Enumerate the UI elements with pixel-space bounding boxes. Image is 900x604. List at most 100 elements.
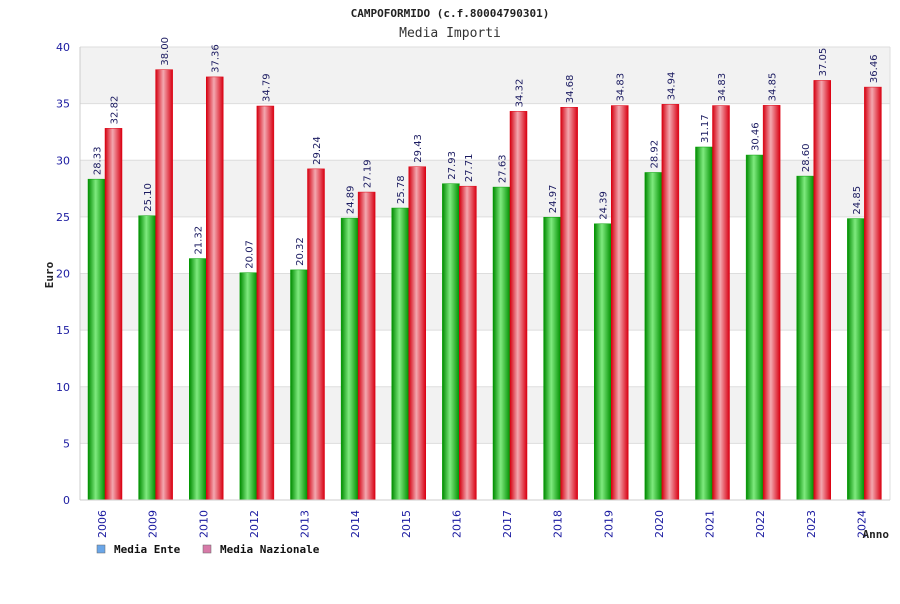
y-tick-label: 10	[56, 381, 70, 394]
data-label: 32.82	[110, 96, 121, 125]
bar-media-ente	[189, 258, 207, 501]
data-label: 34.68	[565, 75, 576, 104]
x-tick-label: 2009	[147, 510, 160, 538]
bar-media-ente	[290, 269, 308, 501]
data-label: 24.97	[548, 185, 559, 214]
bar-media-ente	[543, 216, 561, 501]
data-label: 38.00	[160, 37, 171, 66]
bar-media-nazionale	[357, 191, 376, 501]
data-label: 31.17	[700, 114, 711, 143]
x-tick-label: 2022	[754, 510, 767, 538]
data-label: 30.46	[751, 122, 762, 151]
x-tick-label: 2017	[501, 510, 514, 538]
data-label: 27.93	[447, 151, 458, 180]
data-label: 28.60	[801, 143, 812, 172]
bar-media-ente	[239, 272, 258, 501]
bar-media-nazionale	[661, 104, 680, 501]
bar-media-ente	[644, 172, 663, 501]
bar-media-nazionale	[307, 168, 325, 501]
bar-media-nazionale	[256, 105, 275, 501]
data-label: 29.24	[312, 136, 323, 165]
data-label: 25.10	[143, 183, 154, 212]
data-label: 36.46	[869, 54, 880, 83]
x-tick-label: 2015	[400, 510, 413, 538]
y-tick-label: 15	[56, 324, 70, 337]
bar-media-nazionale	[104, 128, 123, 501]
x-tick-label: 2019	[602, 510, 615, 538]
chart-subtitle: Media Importi	[399, 26, 501, 41]
data-label: 20.32	[295, 237, 306, 266]
data-label: 34.32	[515, 79, 526, 108]
bar-media-nazionale	[459, 185, 477, 501]
x-axis-label: Anno	[863, 528, 890, 541]
data-label: 34.79	[261, 73, 272, 102]
y-tick-label: 25	[56, 211, 70, 224]
data-label: 37.05	[818, 48, 829, 77]
legend-label-media-ente: Media Ente	[114, 543, 181, 556]
y-tick-label: 40	[56, 41, 70, 54]
bar-media-nazionale	[712, 105, 730, 501]
x-tick-label: 2006	[96, 510, 109, 538]
x-tick-label: 2013	[299, 510, 312, 538]
bar-media-ente	[745, 154, 764, 501]
y-tick-label: 5	[63, 437, 70, 450]
bar-media-nazionale	[813, 80, 831, 501]
x-tick-label: 2012	[248, 510, 261, 538]
data-label: 27.71	[464, 154, 475, 183]
chart-title: CAMPOFORMIDO (c.f.80004790301)	[351, 7, 550, 20]
legend-swatch-media-ente	[96, 544, 106, 554]
data-label: 29.43	[413, 134, 424, 163]
data-label: 24.89	[346, 185, 357, 214]
data-label: 24.39	[599, 191, 610, 220]
data-label: 34.83	[717, 73, 728, 102]
data-label: 37.36	[211, 44, 222, 73]
bar-media-nazionale	[408, 166, 426, 501]
bar-media-ente	[138, 215, 156, 501]
x-tick-label: 2024	[855, 510, 868, 538]
x-tick-label: 2018	[552, 510, 565, 538]
bar-media-nazionale	[611, 105, 629, 501]
y-tick-label: 0	[63, 494, 70, 507]
data-labels: 28.33 25.10 21.32 20.07 20.32 24.89 25.78 27.93…	[93, 37, 880, 269]
bar-media-nazionale	[560, 106, 578, 501]
bar-media-ente	[340, 217, 359, 501]
x-tick-label: 2016	[450, 510, 463, 538]
y-axis-label: Euro	[43, 261, 56, 288]
bar-media-nazionale	[762, 105, 781, 501]
x-axis-ticks: 2006 2009 2010 2012 2013 2014 2015 2016 2017 2018…	[96, 510, 868, 538]
y-axis-ticks: 0 5 10 15 20 25 30 35 40	[56, 41, 70, 507]
bar-media-ente	[796, 175, 814, 501]
bar-media-ente	[695, 146, 713, 501]
data-label: 27.63	[498, 154, 509, 183]
bar-media-ente	[847, 218, 865, 501]
bar-media-ente	[594, 223, 612, 501]
y-tick-label: 20	[56, 268, 70, 281]
legend: Media Ente Media Nazionale	[96, 543, 320, 556]
bar-media-nazionale	[155, 69, 173, 501]
bar-media-ente	[492, 186, 511, 501]
x-tick-label: 2021	[704, 510, 717, 538]
legend-label-media-nazionale: Media Nazionale	[220, 543, 320, 556]
legend-swatch-media-nazionale	[202, 544, 212, 554]
data-label: 21.32	[194, 226, 205, 255]
data-label: 24.85	[852, 186, 863, 215]
bar-media-nazionale	[864, 86, 882, 501]
data-label: 20.07	[244, 240, 255, 269]
x-tick-label: 2020	[653, 510, 666, 538]
bar-media-ente	[87, 178, 106, 501]
data-label: 34.83	[616, 73, 627, 102]
x-tick-label: 2014	[349, 510, 362, 538]
x-tick-label: 2010	[197, 510, 210, 538]
bar-media-ente	[391, 207, 409, 501]
data-label: 25.78	[396, 175, 407, 204]
data-label: 28.33	[93, 147, 104, 176]
data-label: 28.92	[649, 140, 660, 169]
data-label: 34.94	[666, 72, 677, 101]
data-label: 34.85	[768, 73, 779, 102]
bar-media-nazionale	[206, 76, 224, 501]
data-label: 27.19	[363, 159, 374, 188]
bar-media-ente	[442, 183, 460, 501]
bars	[87, 69, 882, 501]
